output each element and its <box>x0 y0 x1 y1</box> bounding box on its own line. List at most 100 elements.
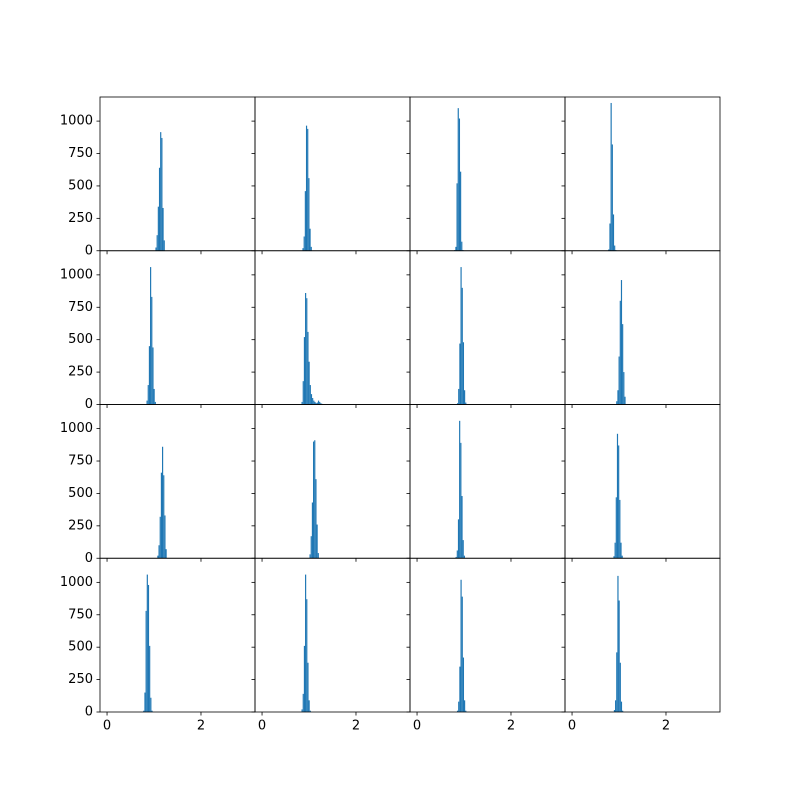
histogram-bar <box>304 191 306 251</box>
histogram-bar <box>147 584 150 712</box>
x-tick-label: 2 <box>662 719 670 734</box>
histogram-bar <box>609 223 611 251</box>
histogram-bar <box>315 403 317 405</box>
histogram-bar <box>310 536 312 559</box>
histogram-bar <box>146 400 148 405</box>
histogram-bar <box>303 236 305 251</box>
histogram-bar <box>461 596 463 712</box>
histogram-bar <box>612 214 615 251</box>
histogram-bar <box>455 556 457 559</box>
histogram-bar <box>615 700 617 712</box>
histogram-bar <box>158 545 160 559</box>
y-tick-label: 750 <box>68 454 93 469</box>
y-tick-label: 750 <box>68 300 93 315</box>
y-tick-label: 1000 <box>60 575 93 590</box>
histogram-bar <box>309 554 311 559</box>
y-tick-label: 1000 <box>60 114 93 129</box>
histogram-bar <box>305 125 308 251</box>
histogram-bar <box>150 267 152 405</box>
histogram-bar <box>460 442 462 559</box>
histogram-bar <box>157 206 159 251</box>
histogram-bar <box>618 356 620 405</box>
histogram-bar <box>160 472 162 559</box>
histogram-bar <box>155 247 157 251</box>
histogram-bar <box>153 388 155 405</box>
histogram-bar <box>613 710 616 712</box>
histogram-bar <box>456 403 459 405</box>
histogram-bar <box>314 440 316 559</box>
histogram-bar <box>311 502 314 559</box>
histogram-bar <box>458 388 460 405</box>
y-tick-label: 0 <box>85 243 93 258</box>
y-tick-label: 0 <box>85 397 93 412</box>
x-tick-label: 2 <box>352 719 360 734</box>
y-tick-label: 750 <box>68 607 93 622</box>
histogram-bar <box>307 662 309 712</box>
histogram-bar <box>157 555 159 559</box>
histogram-bar <box>457 108 459 251</box>
histogram-bar <box>463 555 465 559</box>
histogram-bar <box>308 361 310 405</box>
histogram-bar <box>456 550 458 559</box>
y-tick-label: 0 <box>85 705 93 720</box>
histogram-bar <box>151 710 153 712</box>
histogram-bar <box>317 553 319 559</box>
histogram-bar <box>455 246 457 251</box>
y-tick-label: 1000 <box>60 421 93 436</box>
histogram-bar <box>151 296 153 405</box>
histogram-bar <box>301 401 303 405</box>
histogram-bar <box>146 574 148 712</box>
histogram-bar <box>613 556 615 559</box>
histogram-bar <box>316 524 318 559</box>
histogram-bar <box>314 401 316 405</box>
histogram-bar <box>302 248 304 251</box>
histogram-bar <box>616 433 619 559</box>
histogram-bar <box>316 402 318 405</box>
histogram-bar <box>617 390 619 405</box>
histogram-bar <box>158 167 161 251</box>
histogram-bar <box>465 402 467 405</box>
histogram-bar <box>308 178 310 251</box>
x-tick-label: 0 <box>258 719 266 734</box>
histogram-bar <box>165 549 167 559</box>
histogram-bar <box>308 700 310 712</box>
histogram-bar <box>160 132 162 251</box>
histogram-bar <box>310 394 313 405</box>
histogram-bar <box>309 228 311 251</box>
histogram-bar <box>315 479 317 559</box>
histogram-bar <box>301 709 303 712</box>
histogram-bar <box>610 102 612 251</box>
histogram-bar <box>162 446 164 559</box>
histogram-bar <box>319 401 321 405</box>
histogram-bar <box>161 137 163 251</box>
histogram-bar <box>309 385 311 405</box>
histogram-bar <box>303 645 306 712</box>
histogram-bar <box>457 519 460 559</box>
x-tick-label: 0 <box>413 719 421 734</box>
histogram-bar <box>459 666 461 712</box>
y-tick-label: 500 <box>68 640 93 655</box>
histogram-bar <box>464 700 466 712</box>
histogram-bar <box>302 381 304 405</box>
histogram-bar <box>313 441 315 559</box>
y-tick-label: 250 <box>68 672 93 687</box>
histogram-bar <box>464 390 466 405</box>
histogram-bar <box>622 710 624 712</box>
y-tick-label: 1000 <box>60 267 93 282</box>
histogram-bar <box>624 396 626 405</box>
histogram-bar <box>152 347 154 405</box>
histogram-bar <box>458 118 461 251</box>
histogram-bar <box>616 401 618 405</box>
histogram-bar <box>617 575 619 712</box>
histogram-bar <box>615 497 617 559</box>
histogram-bar <box>148 346 151 405</box>
x-tick-label: 0 <box>568 719 576 734</box>
histogram-bar <box>459 343 461 405</box>
y-tick-label: 750 <box>68 146 93 161</box>
histogram-bar <box>144 692 146 712</box>
histogram-bar <box>163 240 165 251</box>
histogram-bar <box>303 337 306 405</box>
histogram-bar <box>159 516 161 559</box>
